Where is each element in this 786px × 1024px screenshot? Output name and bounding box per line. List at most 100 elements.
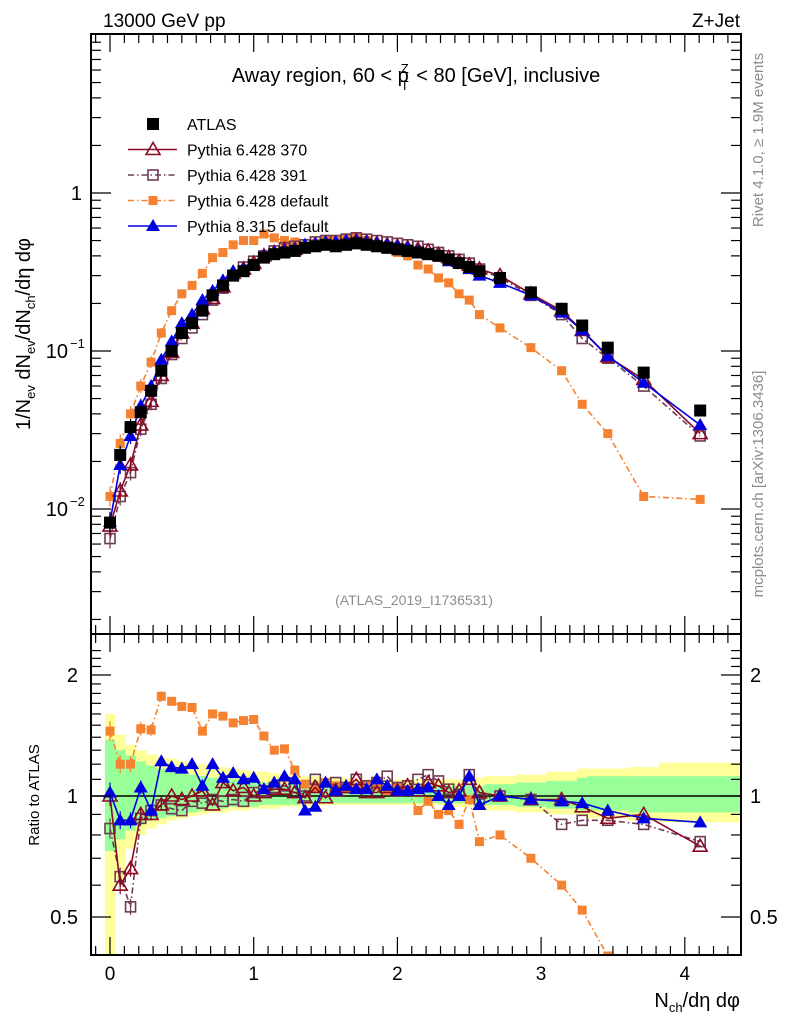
main-series (101, 229, 709, 549)
data-point-atlas (401, 244, 414, 257)
data-point-p6def (126, 759, 136, 769)
data-point-p6def (269, 745, 279, 755)
legend-marker-atlas (147, 118, 159, 130)
data-point-p6def (136, 381, 146, 391)
data-point-p6def (249, 714, 259, 724)
data-point-p6def (454, 289, 464, 299)
data-point-p8def (133, 780, 148, 793)
y-tick-exponent: −1 (70, 336, 85, 351)
data-point-atlas (422, 248, 435, 261)
data-point-atlas (216, 279, 229, 292)
band-green (310, 785, 321, 804)
data-point-atlas (329, 240, 342, 253)
series-line-p6def (109, 695, 608, 954)
band-green (659, 776, 741, 813)
data-point-p6def (156, 691, 166, 701)
data-point-p391 (694, 835, 706, 848)
xlabel-sub: ch (669, 1000, 683, 1015)
ratio-y-ticks: 0.5 0.5 1 1 2 2 (50, 649, 778, 929)
data-point-p6def (464, 795, 474, 805)
x-tick-label: 1 (248, 964, 259, 985)
data-point-p391 (576, 814, 588, 827)
data-point-p8def (421, 780, 436, 793)
data-point-atlas (453, 257, 466, 270)
data-point-atlas (196, 304, 209, 317)
data-point-p8def (308, 799, 323, 812)
x-tick-label: 4 (680, 964, 691, 985)
series-line-p391 (109, 237, 701, 539)
data-point-p6def (259, 731, 269, 741)
data-point-p6def (433, 273, 443, 283)
main-y-ticks: 110−110−2 (46, 41, 741, 621)
data-point-atlas (134, 406, 147, 419)
data-point-p370 (142, 392, 160, 408)
data-point-p370 (132, 416, 150, 431)
analysis-id: (ATLAS_2019_I1736531) (335, 592, 493, 608)
band-green (320, 785, 332, 804)
legend-label: Pythia 6.428 370 (187, 143, 307, 160)
data-point-atlas (555, 302, 568, 315)
data-point-atlas (524, 286, 537, 299)
data-point-p8def (195, 778, 210, 791)
data-point-p370 (111, 482, 129, 497)
data-point-p8def (154, 754, 169, 767)
ylabel-part: /dη dφ (13, 238, 35, 295)
x-tick-label: 3 (536, 964, 547, 985)
legend-marker-p391 (147, 169, 159, 181)
legend-item: Pythia 8.315 default (128, 219, 329, 236)
data-point-p6def (228, 718, 238, 728)
data-point-p370 (235, 778, 252, 794)
plot-title: Away region, 60 < pZ T < 80 [GeV], inclus… (232, 61, 600, 93)
rivet-label: Rivet 4.1.0, ≥ 1.9M events (750, 53, 767, 227)
plot-title-sub: T (401, 78, 409, 93)
y-tick-label-right: 0.5 (750, 907, 778, 929)
data-point-p8def (236, 772, 251, 785)
data-point-p8def (256, 782, 271, 795)
data-point-p370 (122, 859, 139, 875)
data-point-p6def (300, 779, 310, 789)
data-point-atlas (694, 404, 707, 417)
y-tick-label: 0.5 (50, 907, 78, 929)
data-point-p8def (400, 783, 415, 796)
data-point-atlas (288, 244, 301, 257)
data-point-p8def (174, 761, 189, 774)
data-point-p370 (224, 782, 242, 797)
data-point-p8def (123, 813, 138, 826)
data-point-p6def (695, 494, 705, 504)
legend-marker-p8def (146, 219, 160, 231)
band-green (207, 777, 219, 809)
data-point-p8def (349, 782, 364, 795)
data-point-p8def (164, 334, 179, 347)
data-point-p6def (177, 289, 187, 299)
data-point-p8def (164, 760, 179, 773)
band-green (289, 784, 301, 805)
data-point-p6def (228, 240, 238, 250)
plot-title-post: < 80 [GeV], inclusive (411, 65, 601, 87)
data-point-p6def (187, 703, 197, 713)
data-point-p6def (218, 711, 228, 721)
data-point-p8def (369, 772, 384, 785)
data-point-p8def (380, 778, 395, 791)
data-point-p8def (113, 813, 128, 826)
data-point-atlas (165, 345, 178, 357)
data-point-p6def (577, 905, 587, 915)
xlabel-part: /dη dφ (683, 990, 740, 1012)
data-point-p6def (238, 236, 248, 246)
data-point-p6def (218, 248, 228, 258)
data-point-p8def (144, 803, 159, 816)
band-green (361, 785, 373, 804)
data-point-p8def (185, 307, 200, 320)
data-point-p6def (187, 280, 197, 290)
data-point-p370 (691, 425, 709, 440)
data-point-p6def (557, 366, 567, 376)
data-point-p8def (472, 797, 487, 810)
data-point-p391 (422, 768, 434, 781)
ratio-series (101, 691, 709, 954)
series-p8def (103, 233, 708, 532)
legend-label: Pythia 8.315 default (187, 219, 329, 236)
data-point-p6def (126, 409, 136, 419)
band-green (248, 782, 260, 807)
data-point-atlas (381, 241, 394, 254)
data-point-p8def (287, 772, 302, 785)
